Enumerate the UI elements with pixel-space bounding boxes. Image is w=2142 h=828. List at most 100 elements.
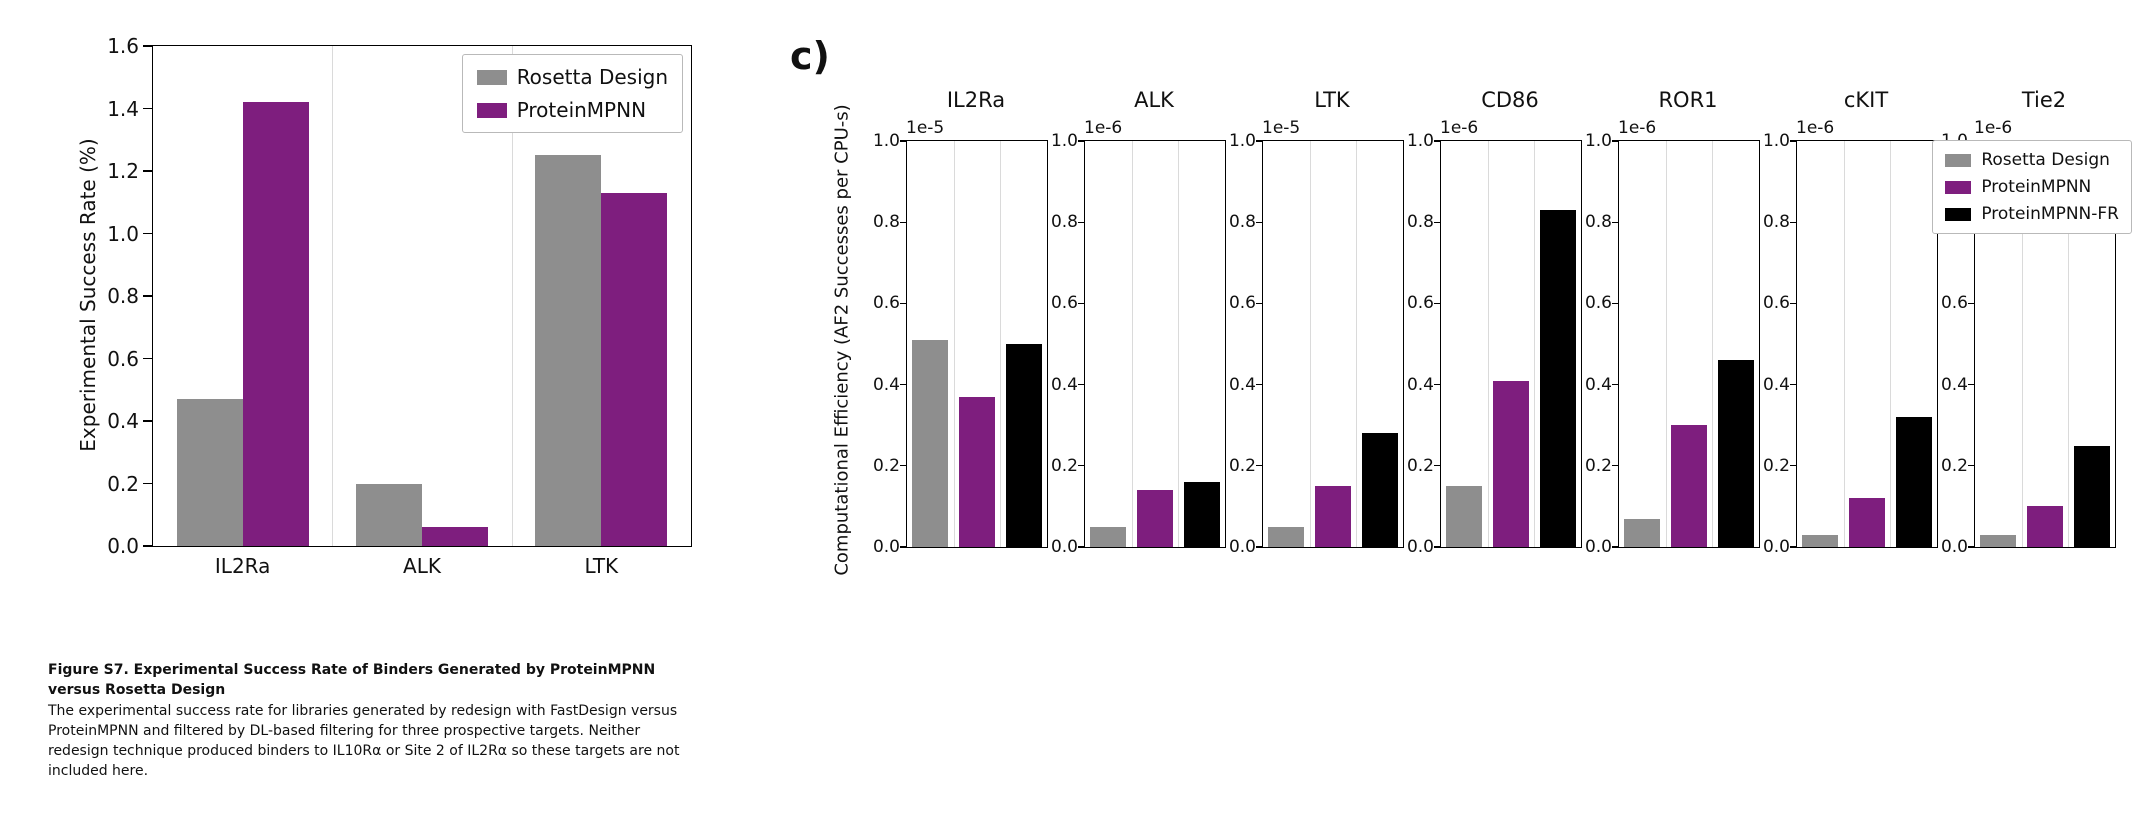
subplot-title: CD86 <box>1481 88 1539 112</box>
y-tick-label: 0.0 <box>1584 537 1612 557</box>
bar-separator-line <box>1843 141 1845 547</box>
bar-proteinmpnn-fr <box>1895 417 1932 547</box>
y-tick-mark <box>1078 465 1085 467</box>
y-tick-mark <box>1612 140 1619 142</box>
bar-rosetta-design <box>1624 518 1661 547</box>
bar-rosetta-design <box>912 339 949 547</box>
y-tick-mark <box>143 357 153 360</box>
y-tick-label: 1.4 <box>107 96 139 121</box>
bar-separator-line <box>2068 141 2070 547</box>
y-tick-mark <box>1790 546 1797 548</box>
y-tick-label: 0.6 <box>1406 293 1434 314</box>
subplot-title: IL2Ra <box>946 88 1006 112</box>
bar-separator-line <box>1487 141 1489 547</box>
bar-rosetta-design <box>1802 534 1839 547</box>
subplot-title: cKIT <box>1843 88 1889 112</box>
bar-separator-line <box>1712 141 1714 547</box>
y-tick-mark <box>900 384 907 386</box>
bar-proteinmpnn <box>959 396 995 547</box>
bar-separator-line <box>1309 141 1311 547</box>
legend-entry: Rosetta Design <box>1945 150 2119 170</box>
legend-swatch <box>1945 207 1972 221</box>
subplot-ltk: LTK 1e-5 0.0 0.2 0.4 0.6 0.8 1.0 <box>1224 88 1404 557</box>
y-tick-label: 0.6 <box>1940 293 1968 314</box>
bar-proteinmpnn <box>1849 498 1885 547</box>
legend: Rosetta Design ProteinMPNN ProteinMPNN-FR <box>1932 140 2132 234</box>
y-tick-label: 0.4 <box>1050 374 1078 395</box>
caption-body: The experimental success rate for librar… <box>48 702 680 780</box>
bar-proteinmpnn <box>1671 425 1707 547</box>
subplot-plot-area: 0.0 0.2 0.4 0.6 0.8 1.0 <box>1585 131 1760 557</box>
subplot-title: LTK <box>1314 88 1350 112</box>
y-tick-mark <box>143 295 153 297</box>
y-tick-label: 0.6 <box>1584 293 1612 314</box>
y-tick-mark <box>1790 140 1797 142</box>
y-tick-label: 0.4 <box>1940 374 1968 395</box>
y-tick-label: 0.0 <box>872 537 900 557</box>
y-tick-mark <box>1078 302 1085 304</box>
y-tick-label: 0.8 <box>1228 212 1256 233</box>
x-tick-label: LTK <box>584 554 619 578</box>
y-tick-mark <box>1790 465 1797 467</box>
panel-a-plot-area: 0.0 0.2 0.4 0.6 0.8 1.0 1.2 1.4 1.6 IL2Ra ALK LTK Ro… <box>107 34 692 578</box>
y-tick-mark <box>1612 302 1619 304</box>
legend-swatch <box>476 69 507 85</box>
y-tick-mark <box>1612 221 1619 223</box>
bar-rosetta-design <box>356 483 422 546</box>
y-tick-mark <box>143 545 153 547</box>
bar-proteinmpnn <box>601 192 668 546</box>
group-separator-line <box>332 46 334 546</box>
legend-entry: ProteinMPNN <box>1945 177 2119 197</box>
subplot-cd86: CD86 1e-6 0.0 0.2 0.4 0.6 0.8 1.0 <box>1402 88 1582 557</box>
y-tick-mark <box>1078 546 1085 548</box>
y-tick-mark <box>1256 221 1263 223</box>
y-tick-mark <box>1256 140 1263 142</box>
y-tick-label: 0.4 <box>1406 374 1434 395</box>
bar-separator-line <box>1534 141 1536 547</box>
bar-proteinmpnn-fr <box>2073 445 2110 547</box>
y-tick-label: 0.0 <box>1050 537 1078 557</box>
bar-rosetta-design <box>1090 526 1127 547</box>
x-tick-label: ALK <box>403 554 441 578</box>
y-tick-mark <box>1968 384 1975 386</box>
y-tick-label: 0.0 <box>107 534 139 558</box>
y-tick-label: 0.4 <box>1762 374 1790 395</box>
axis-scale-label: 1e-6 <box>1974 118 2013 138</box>
y-tick-mark <box>1434 384 1441 386</box>
subplot-title: ROR1 <box>1658 88 1718 112</box>
subplot-title: ALK <box>1134 88 1174 112</box>
subplot-plot-area: 0.0 0.2 0.4 0.6 0.8 1.0 <box>1229 131 1404 557</box>
y-tick-label: 0.0 <box>1228 537 1256 557</box>
bar-rosetta-design <box>1268 526 1305 547</box>
y-tick-mark <box>1968 465 1975 467</box>
y-tick-label: 1.0 <box>1050 131 1078 151</box>
legend-swatch <box>1945 153 1972 167</box>
legend-swatch <box>1945 180 1972 194</box>
y-tick-mark <box>143 170 153 172</box>
y-tick-label: 0.0 <box>1940 537 1968 557</box>
subplot-ror1: ROR1 1e-6 0.0 0.2 0.4 0.6 0.8 1.0 <box>1580 88 1760 557</box>
y-tick-label: 0.2 <box>872 455 900 476</box>
y-tick-mark <box>1434 465 1441 467</box>
y-tick-label: 0.2 <box>1584 455 1612 476</box>
y-tick-mark <box>900 221 907 223</box>
bar-rosetta-design <box>1446 486 1483 547</box>
bar-proteinmpnn-fr <box>1005 344 1042 547</box>
subplot-ckit: cKIT 1e-6 0.0 0.2 0.4 0.6 0.8 1.0 <box>1758 88 1938 557</box>
legend-swatch <box>476 102 507 118</box>
subplot-plot-area: 0.0 0.2 0.4 0.6 0.8 1.0 <box>1763 131 1938 557</box>
bar-separator-line <box>1665 141 1667 547</box>
y-tick-mark <box>900 465 907 467</box>
bar-proteinmpnn <box>422 527 488 546</box>
axis-scale-label: 1e-6 <box>1440 118 1479 138</box>
panel-c-y-axis-label: Computational Efficiency (AF2 Successes … <box>831 104 853 576</box>
y-tick-mark <box>1434 140 1441 142</box>
y-tick-mark <box>1968 302 1975 304</box>
bar-proteinmpnn-fr <box>1539 210 1576 547</box>
legend-label: ProteinMPNN <box>516 98 647 122</box>
legend-entry: ProteinMPNN <box>476 98 668 122</box>
y-tick-label: 0.4 <box>1584 374 1612 395</box>
bar-separator-line <box>1890 141 1892 547</box>
bar-proteinmpnn <box>1315 486 1351 547</box>
y-tick-mark <box>1612 546 1619 548</box>
